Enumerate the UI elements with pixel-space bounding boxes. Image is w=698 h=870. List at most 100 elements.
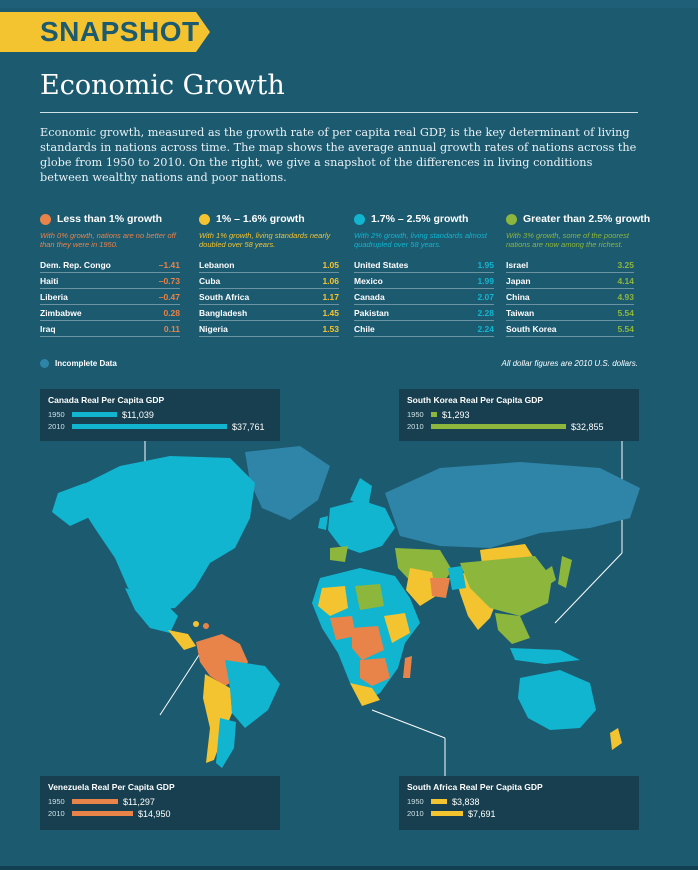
country-row: Iraq 0.11 [40,321,180,337]
top-bar [0,0,698,8]
chile-argentina-region [216,718,236,768]
gdp-value: $3,838 [452,796,480,807]
gdp-value: $11,039 [122,409,154,420]
growth-value: –0.47 [158,291,180,302]
country-name: Cuba [199,275,221,286]
country-row: Bangladesh 1.45 [199,305,339,321]
uk-region [318,516,328,530]
country-list: Lebanon 1.05 Cuba 1.06 South Africa 1.17 Ba… [199,257,339,337]
korea-connector-diagonal [554,552,623,624]
growth-value: 1.53 [322,323,339,334]
legend-column-yellow: 1% – 1.6% growth With 1% growth, living … [199,213,339,337]
country-name: Mexico [354,275,383,286]
country-name: Japan [506,275,531,286]
country-list: Dem. Rep. Congo –1.41 Haiti –0.73 Liberia –… [40,257,180,337]
gdp-row-1950: 1950 $3,838 [407,796,631,807]
growth-value: 1.17 [322,291,339,302]
east-africa-region [384,613,410,643]
snapshot-banner [0,12,210,52]
gdp-row-1950: 1950 $1,293 [407,409,631,420]
legend-label: Greater than 2.5% growth [523,213,651,225]
growth-value: 0.11 [163,323,180,334]
country-name: Taiwan [506,307,535,318]
country-name: Canada [354,291,385,302]
country-name: South Korea [506,323,557,334]
country-name: China [506,291,530,302]
gdp-value: $7,691 [468,808,496,819]
country-name: Lebanon [199,259,235,270]
legend-label: 1.7% – 2.5% growth [371,213,469,225]
iberia-region [330,546,348,562]
country-name: South Africa [199,291,250,302]
gdp-year: 1950 [48,797,65,806]
country-name: United States [354,259,409,270]
gdp-row-2010: 2010 $32,855 [407,421,631,432]
legend-heading: Greater than 2.5% growth [506,213,650,225]
growth-value: 0.28 [163,307,180,318]
new-zealand-region [610,728,622,750]
page-title: Economic Growth [40,70,285,101]
europe-region [328,500,395,553]
gdp-year: 1950 [407,797,424,806]
gdp-value: $14,950 [138,808,171,819]
country-name: Bangladesh [199,307,248,318]
country-row: Taiwan 5.54 [506,305,634,321]
gdp-year: 2010 [407,422,424,431]
growth-value: 2.24 [477,323,494,334]
brazil-region [225,660,280,728]
gdp-box-title: South Africa Real Per Capita GDP [407,782,543,792]
country-row: Japan 4.14 [506,273,634,289]
legend-column-cyan: 1.7% – 2.5% growth With 2% growth, livin… [354,213,494,337]
country-name: Nigeria [199,323,228,334]
country-name: Dem. Rep. Congo [40,259,111,270]
gdp-year: 1950 [48,410,65,419]
growth-value: 1.95 [477,259,494,270]
north-america-region [80,456,255,610]
country-name: Zimbabwe [40,307,82,318]
country-name: Israel [506,259,529,270]
russia-region [385,462,640,548]
growth-value: 1.99 [477,275,494,286]
gdp-bar [72,811,133,816]
iraq-region [430,578,450,598]
gdp-row-1950: 1950 $11,297 [48,796,272,807]
growth-value: 4.14 [617,275,634,286]
central-america-region [168,630,196,650]
legend-note: With 2% growth, living standards almost … [354,231,487,249]
madagascar-region [403,656,412,678]
gdp-bar [431,412,437,417]
southafrica-gdp-box: South Africa Real Per Capita GDP 1950 $3,… [399,776,639,830]
growth-value: 5.54 [617,323,634,334]
south-africa-region [350,683,380,706]
country-name: Iraq [40,323,56,334]
growth-value: –0.73 [158,275,180,286]
country-row: Dem. Rep. Congo –1.41 [40,257,180,273]
country-row: China 4.93 [506,289,634,305]
country-row: Mexico 1.99 [354,273,494,289]
gdp-bar [431,424,566,429]
incomplete-label: Incomplete Data [55,359,117,368]
country-row: Haiti –0.73 [40,273,180,289]
orange-dot-icon [40,213,51,225]
growth-value: 1.06 [322,275,339,286]
pakistan-region [448,566,466,590]
legend-heading: Less than 1% growth [40,213,180,225]
gdp-year: 2010 [407,809,424,818]
gdp-value: $1,293 [442,409,470,420]
country-row: Lebanon 1.05 [199,257,339,273]
growth-value: 1.05 [322,259,339,270]
country-row: South Africa 1.17 [199,289,339,305]
legend-column-green: Greater than 2.5% growth With 3% growth,… [506,213,650,337]
country-row: Canada 2.07 [354,289,494,305]
legend-note: With 0% growth, nations are no better of… [40,231,176,249]
legend-note: With 1% growth, living standards nearly … [199,231,331,249]
intro-paragraph: Economic growth, measured as the growth … [40,126,637,184]
gdp-year: 1950 [407,410,424,419]
country-row: Nigeria 1.53 [199,321,339,337]
legend-heading: 1% – 1.6% growth [199,213,339,225]
gdp-bar [431,811,463,816]
congo-region [352,626,384,660]
gdp-row-2010: 2010 $14,950 [48,808,272,819]
country-row: Zimbabwe 0.28 [40,305,180,321]
legend-heading: 1.7% – 2.5% growth [354,213,494,225]
